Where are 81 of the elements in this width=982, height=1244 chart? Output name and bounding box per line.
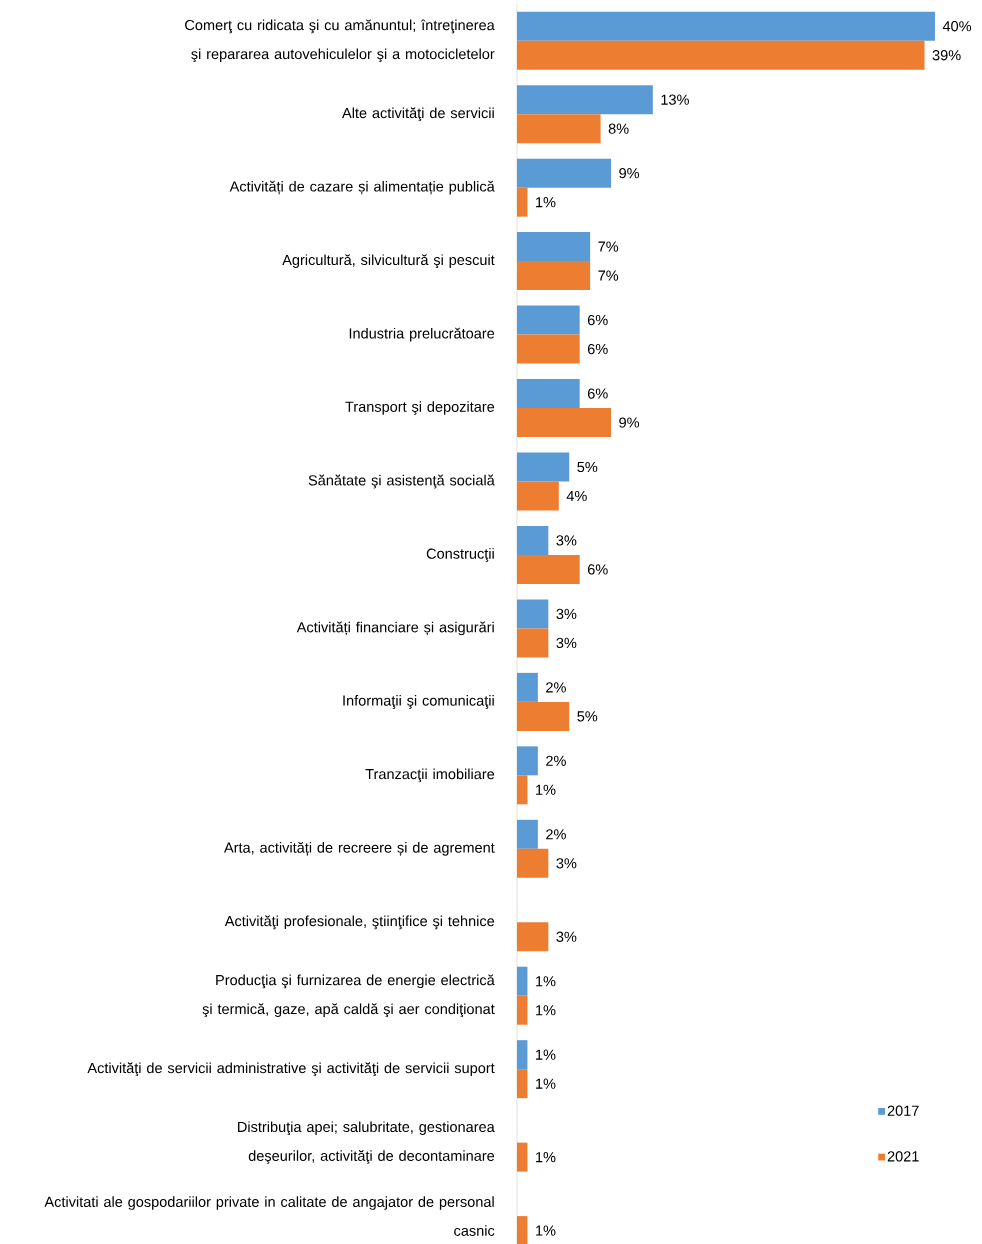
y-tick-label: Comerţ cu ridicata şi cu amănuntul; întreţinerea şi repararea autovehiculelor şi a motocicletelor — [185, 19, 495, 63]
data-label: 6% — [587, 388, 608, 399]
bar — [516, 701, 570, 731]
data-label: 8% — [608, 123, 629, 134]
y-tick-label: Sănătate şi asistenţă socială — [308, 474, 495, 489]
data-label: 5% — [577, 711, 598, 722]
bar — [516, 261, 591, 291]
y-tick-label: Activități de cazare și alimentație publică — [229, 180, 495, 195]
data-label: 1% — [536, 784, 556, 795]
bar — [516, 599, 549, 629]
data-label: 1% — [536, 197, 556, 208]
y-tick-label: Transport şi depozitare — [345, 401, 495, 415]
bar — [516, 334, 580, 364]
bar — [516, 232, 591, 262]
bar — [516, 1040, 528, 1070]
bar — [516, 1069, 528, 1099]
data-label: 39% — [932, 50, 961, 61]
y-tick-label: Activităţi de servicii administrative şi activităţi de servicii suport — [87, 1062, 495, 1077]
data-label: 2% — [546, 829, 566, 840]
data-label: 3% — [556, 858, 577, 869]
y-tick-label: Distribuţia apei; salubritate, gestionarea deşeurilor, activităţi de decontaminare — [238, 1121, 495, 1164]
data-label: 6% — [587, 564, 608, 575]
data-label: 3% — [556, 535, 577, 546]
data-label: 13% — [661, 94, 689, 105]
bar — [516, 452, 570, 482]
data-label: 9% — [619, 417, 640, 428]
data-label: 5% — [577, 461, 598, 473]
y-tick-label: Construcţii — [426, 548, 494, 562]
y-tick-label: Alte activităţi de servicii — [342, 107, 494, 122]
bar — [516, 966, 528, 996]
bar — [516, 672, 538, 702]
data-label: 1% — [536, 976, 556, 987]
bar — [516, 40, 925, 70]
data-label: 7% — [598, 241, 619, 252]
y-tick-label: Informaţii şi comunicaţii — [343, 695, 494, 709]
bar — [516, 114, 601, 144]
data-label: 3% — [556, 637, 577, 649]
data-label: 1% — [536, 1078, 556, 1089]
y-tick-label: Activități financiare și asigurări — [296, 621, 494, 636]
y-tick-label: Arta, activități de recreere și de agrement — [224, 841, 495, 856]
data-label: 3% — [556, 931, 577, 942]
bar — [516, 746, 538, 776]
legend-label: 2021 — [887, 1151, 919, 1162]
legend-label: 2017 — [887, 1105, 919, 1116]
data-label: 3% — [556, 608, 577, 620]
data-label: 2% — [546, 755, 566, 766]
data-label: 1% — [536, 1049, 556, 1060]
y-tick-label: Tranzacţii imobiliare — [365, 768, 495, 783]
bar — [516, 819, 538, 849]
data-label: 1% — [536, 1152, 556, 1163]
bar — [516, 408, 612, 438]
data-label: 9% — [619, 168, 640, 179]
y-tick-label: Activitati ale gospodariilor private in calitate de angajator de personal casnic — [44, 1196, 495, 1236]
bar — [516, 158, 612, 188]
y-tick-label: Producţia şi furnizarea de energie electrică şi termică, gaze, apă caldă şi aer condiţionat — [202, 974, 495, 1018]
data-label: 1% — [536, 1225, 556, 1236]
bar — [516, 922, 549, 952]
data-label: 1% — [536, 1005, 556, 1016]
data-label: 4% — [566, 490, 587, 502]
bar — [516, 1216, 528, 1244]
bar — [516, 995, 528, 1025]
bar — [516, 187, 528, 217]
bar — [516, 525, 549, 555]
data-label: 6% — [587, 314, 608, 326]
y-tick-label: Agricultură, silvicultură şi pescuit — [282, 254, 495, 269]
bar — [516, 305, 580, 335]
bar — [516, 481, 559, 511]
data-label: 6% — [587, 343, 608, 355]
data-label: 2% — [546, 682, 566, 693]
bar — [516, 775, 528, 805]
data-label: 7% — [598, 270, 619, 281]
bar — [516, 11, 935, 41]
data-label: 40% — [942, 21, 972, 32]
bar — [516, 554, 580, 584]
bar — [516, 848, 549, 878]
bar — [516, 628, 549, 658]
bar — [516, 85, 653, 115]
bar — [516, 1142, 528, 1172]
bar — [516, 379, 580, 409]
y-tick-label: Activităţi profesionale, ştiinţifice şi tehnice — [224, 915, 495, 930]
y-tick-label: Industria prelucrătoare — [349, 327, 495, 342]
